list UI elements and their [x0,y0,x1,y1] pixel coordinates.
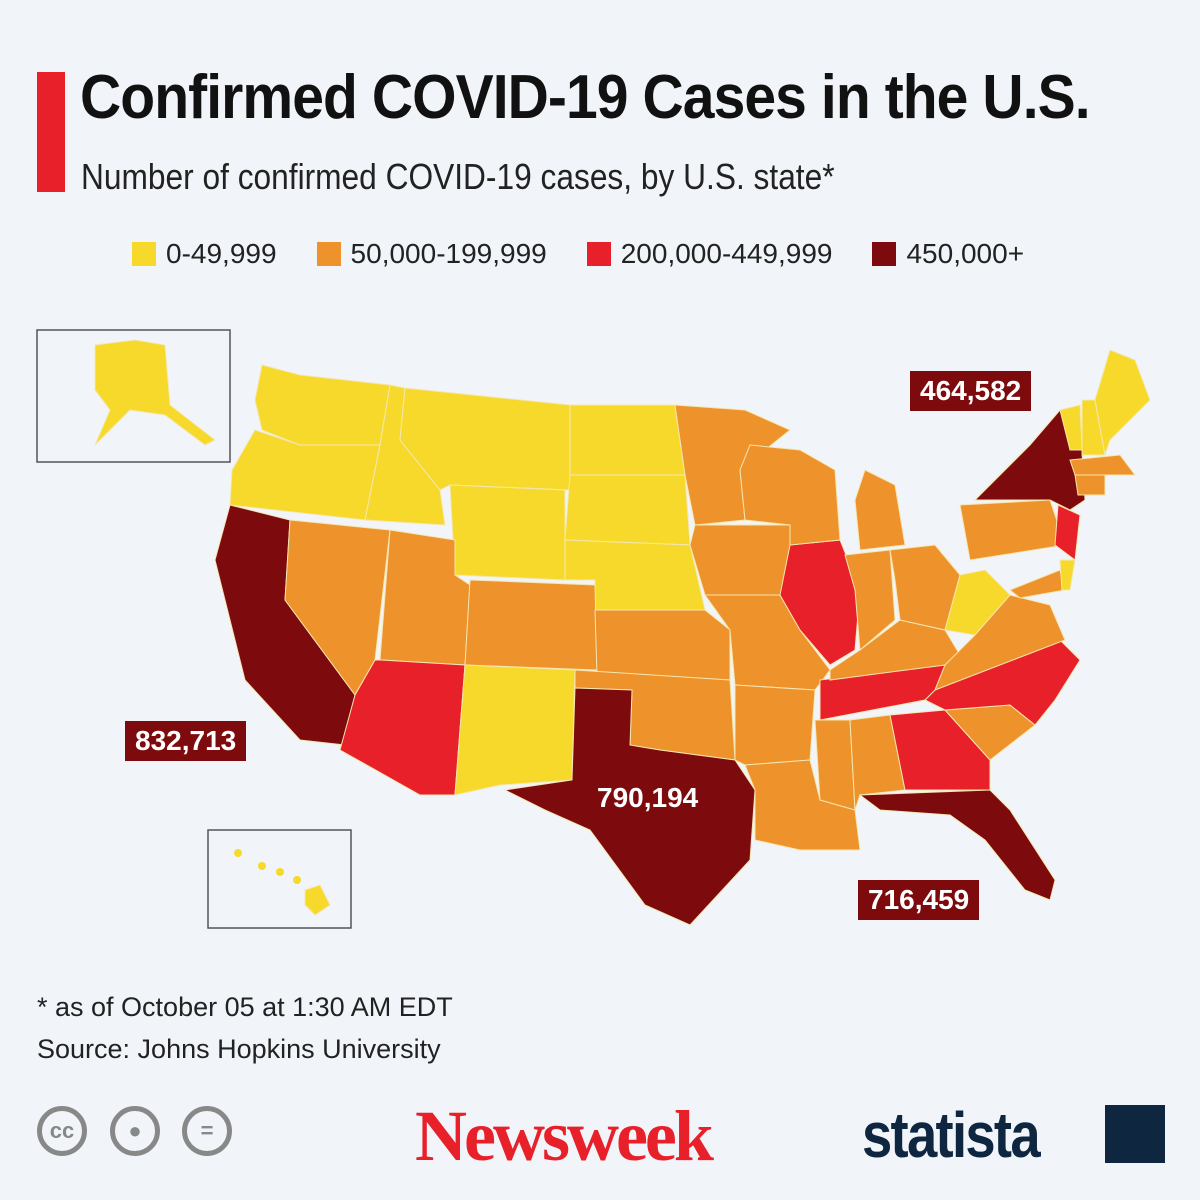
legend-item: 50,000-199,999 [316,238,547,270]
statista-mark-icon [1105,1105,1165,1163]
state-sd [564,474,691,546]
callout-ca: 832,713 [125,721,247,761]
state-ar [734,684,816,766]
attribution-icon: ● [110,1106,160,1156]
alaska-inset-frame [36,329,231,463]
state-va [934,594,1066,691]
legend-label: 50,000-199,999 [350,238,547,269]
state-ky [829,619,961,681]
state-wy [449,484,566,581]
state-wi [739,444,841,546]
hawaii-island [276,868,284,876]
hawaii-inset-frame [207,829,352,929]
state-ma [1069,454,1136,476]
state-me [1094,349,1151,456]
legend-item: 0-49,999 [132,238,277,270]
state-ms [814,719,856,811]
legend-label: 200,000-449,999 [620,238,833,269]
state-in [844,549,896,652]
legend-swatch [132,242,156,266]
legend-item: 450,000+ [872,238,1024,270]
state-wa [254,364,391,446]
legend-item: 200,000-449,999 [586,238,833,270]
hawaii-island [293,876,301,884]
state-ga [889,709,991,791]
callout-tx: 790,194 [597,782,699,813]
callout-ny: 464,582 [910,371,1032,411]
legend-swatch [586,242,611,266]
state-ak [94,339,216,446]
state-md [1009,569,1066,599]
state-al [849,714,906,811]
cc-text: cc [49,1118,75,1143]
state-la [744,759,861,851]
cc-icon: cc [37,1106,87,1156]
legend: 0-49,999 50,000-199,999 200,000-449,999 … [132,238,1024,270]
state-pa [959,499,1066,561]
callout-fl: 716,459 [858,880,980,920]
legend-label: 0-49,999 [166,238,277,269]
source: Source: Johns Hopkins University [37,1034,441,1064]
no-derivatives-icon: = [182,1106,232,1156]
state-ct [1074,474,1106,496]
state-hi [304,884,331,916]
state-il [779,539,861,666]
hawaii-island [258,862,266,870]
hawaii-island [234,849,242,857]
legend-label: 450,000+ [906,238,1025,269]
state-nm [454,664,576,796]
accent-bar [37,72,65,192]
state-nc [924,639,1081,726]
subtitle: Number of confirmed COVID-19 cases, by U… [81,156,835,197]
date-note: * as of October 05 at 1:30 AM EDT [37,992,453,1022]
page-title: Confirmed COVID-19 Cases in the U.S. [80,63,1091,132]
state-de [1059,559,1076,591]
state-ks [594,609,731,681]
legend-swatch [316,242,341,266]
statista-logo: statista [862,1099,1041,1171]
state-mi [854,469,906,551]
state-nj [1054,504,1081,561]
legend-swatch [872,242,897,266]
state-fl [858,789,1056,901]
state-co [464,579,598,671]
state-tx [503,687,756,926]
newsweek-logo: Newsweek [415,1096,714,1176]
state-nd [569,404,686,476]
